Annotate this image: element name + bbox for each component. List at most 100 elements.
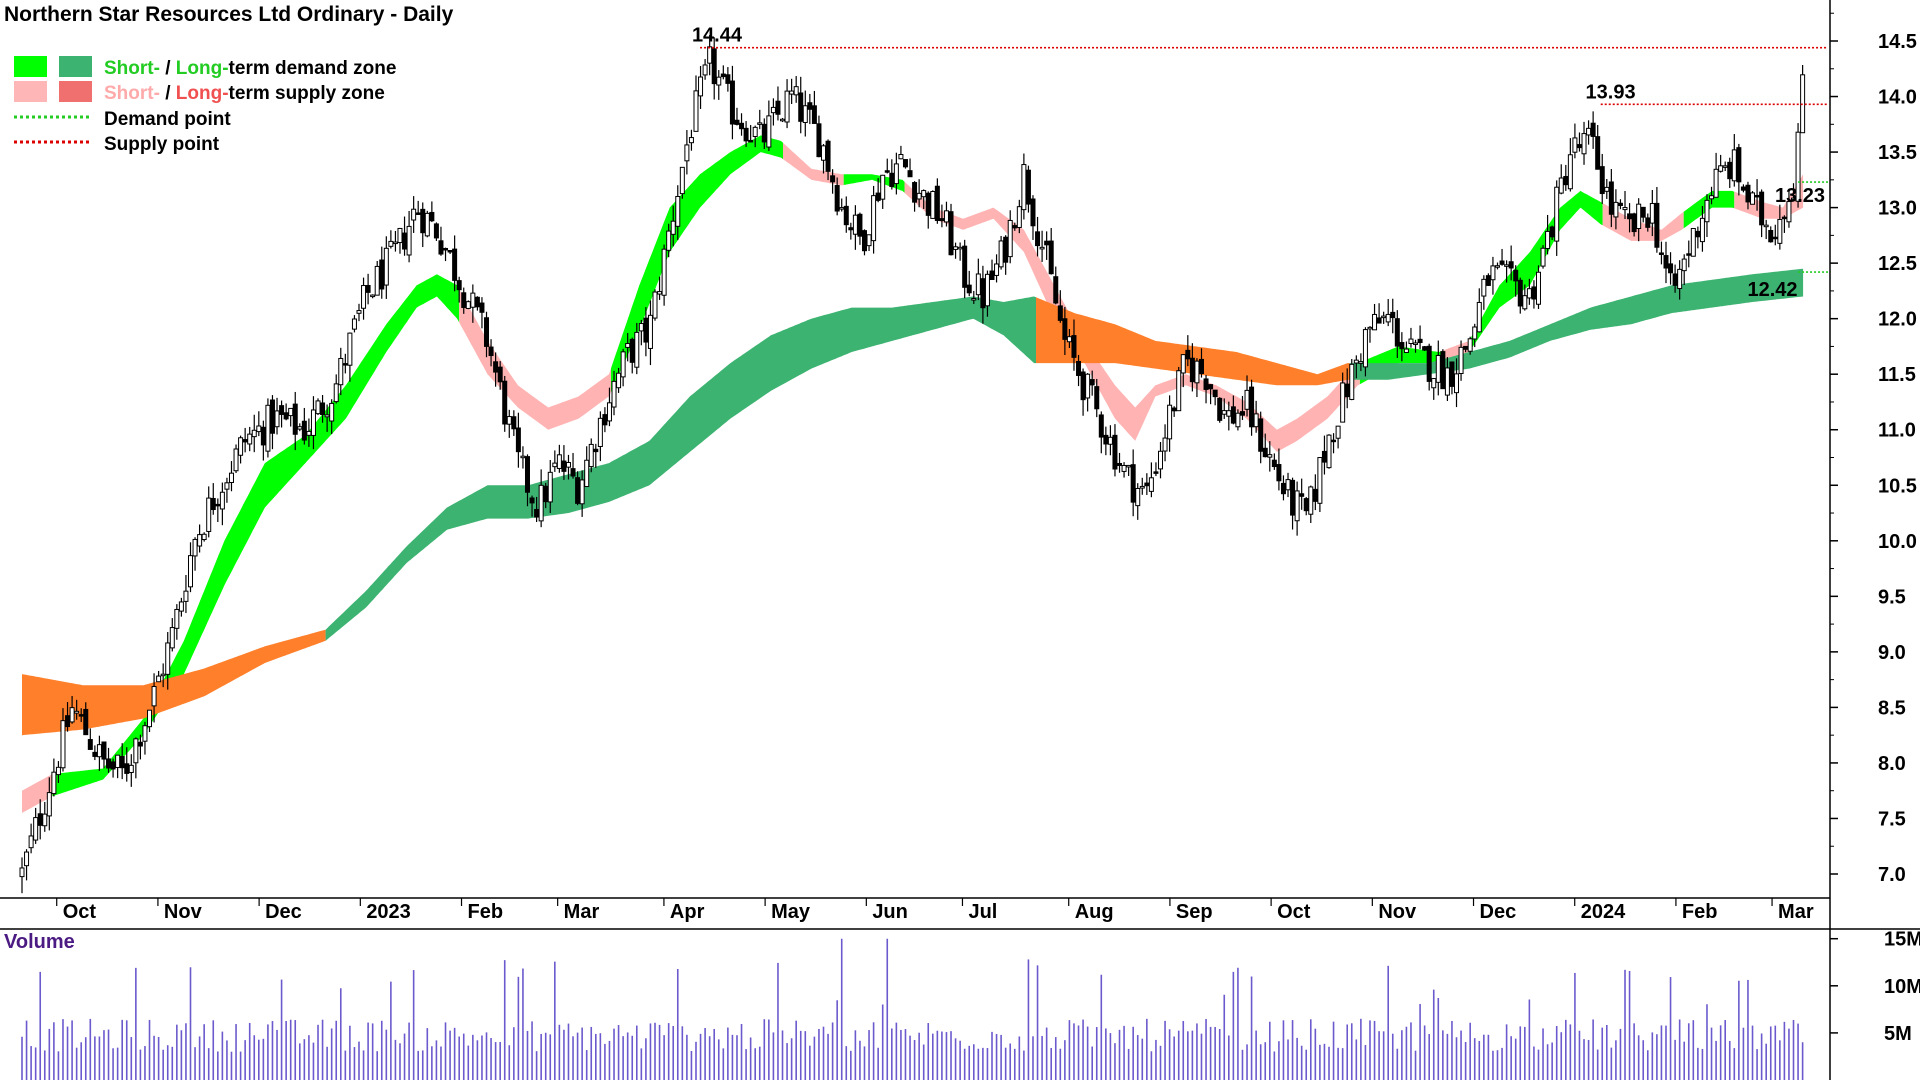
candle xyxy=(1636,198,1642,242)
candle xyxy=(1777,204,1783,250)
x-tick-label: Apr xyxy=(670,901,705,923)
candle xyxy=(1066,329,1072,349)
candle xyxy=(1590,111,1596,149)
candle xyxy=(616,367,622,393)
candle xyxy=(1408,327,1414,348)
candle xyxy=(597,411,603,462)
candle xyxy=(1376,303,1382,324)
candle xyxy=(666,223,672,258)
candle xyxy=(789,78,795,104)
candle xyxy=(1135,483,1141,520)
candle xyxy=(1440,349,1446,390)
candle xyxy=(1526,278,1532,305)
candle xyxy=(1262,433,1268,458)
candle xyxy=(1212,389,1218,406)
candle xyxy=(1718,154,1724,173)
candle xyxy=(247,426,253,452)
candle xyxy=(647,300,653,366)
candle xyxy=(1312,474,1318,511)
y-tick-label: 7.5 xyxy=(1878,808,1906,830)
candle xyxy=(1627,203,1633,233)
candle xyxy=(707,35,713,76)
candle xyxy=(1722,161,1728,172)
candle xyxy=(74,699,80,720)
short-term-zone-supply-segment xyxy=(904,181,1360,452)
candle xyxy=(702,59,708,80)
y-tick-label: 8.5 xyxy=(1878,697,1906,719)
candle xyxy=(1258,411,1264,464)
candle xyxy=(37,799,43,840)
candle xyxy=(1089,370,1095,396)
candle xyxy=(588,438,594,473)
legend-item: Supply point xyxy=(14,134,220,155)
candle xyxy=(1235,409,1241,431)
candle xyxy=(60,708,66,772)
candle xyxy=(1358,353,1364,372)
candle xyxy=(297,423,303,432)
candle xyxy=(374,260,380,296)
volume-panel: 5M 10M 15M xyxy=(21,929,1920,1080)
short-term-zone-demand-segment xyxy=(843,174,905,193)
candle xyxy=(1076,354,1082,387)
candle xyxy=(843,196,849,233)
candle xyxy=(260,420,266,461)
candle xyxy=(1531,280,1537,309)
candle xyxy=(875,178,881,203)
candle xyxy=(429,201,435,223)
candle xyxy=(1663,241,1669,284)
y-tick-label: 12.0 xyxy=(1878,309,1917,331)
candle xyxy=(274,397,280,435)
candle xyxy=(1772,224,1778,246)
candle xyxy=(1321,435,1327,475)
demand-point-label: 12.42 xyxy=(1747,279,1797,301)
candle xyxy=(606,387,612,427)
candle xyxy=(1230,395,1236,425)
candle xyxy=(96,735,102,771)
candle xyxy=(980,265,986,324)
candle xyxy=(1613,189,1619,230)
candle xyxy=(1180,354,1186,388)
candle xyxy=(65,702,71,732)
candle xyxy=(998,235,1004,270)
candle xyxy=(497,361,503,390)
candle xyxy=(83,702,89,736)
candle xyxy=(1731,134,1737,187)
candle xyxy=(1422,345,1428,352)
candle xyxy=(415,200,421,215)
candle xyxy=(921,189,927,209)
candle xyxy=(1690,227,1696,257)
candle xyxy=(479,297,485,329)
candle xyxy=(1098,411,1104,454)
candle xyxy=(561,445,567,480)
candle xyxy=(1549,225,1555,240)
candle xyxy=(766,100,772,151)
candle xyxy=(1713,152,1719,198)
candle xyxy=(511,410,517,436)
candle xyxy=(1558,164,1564,195)
candle xyxy=(547,459,553,514)
candle xyxy=(137,734,143,760)
candle xyxy=(1563,164,1569,191)
candle xyxy=(456,276,462,303)
candle xyxy=(1485,273,1491,286)
legend-label: Supply point xyxy=(104,134,220,155)
candle xyxy=(757,109,763,130)
candle xyxy=(1267,441,1273,472)
legend-label: Short- / Long-term demand zone xyxy=(104,58,396,79)
candle xyxy=(1604,178,1610,199)
candle xyxy=(351,315,357,333)
candle xyxy=(1681,254,1687,286)
candle xyxy=(383,236,389,299)
y-tick-label: 7.0 xyxy=(1878,864,1906,886)
candle xyxy=(1444,357,1450,402)
candle xyxy=(1239,395,1245,420)
candle xyxy=(1062,306,1068,355)
candle xyxy=(1299,478,1305,510)
supply-point-label: 13.93 xyxy=(1586,81,1636,103)
candle xyxy=(115,754,121,779)
candle xyxy=(110,758,116,778)
candle xyxy=(233,444,239,473)
y-tick-label: 11.0 xyxy=(1878,420,1916,442)
candle xyxy=(1754,179,1760,211)
